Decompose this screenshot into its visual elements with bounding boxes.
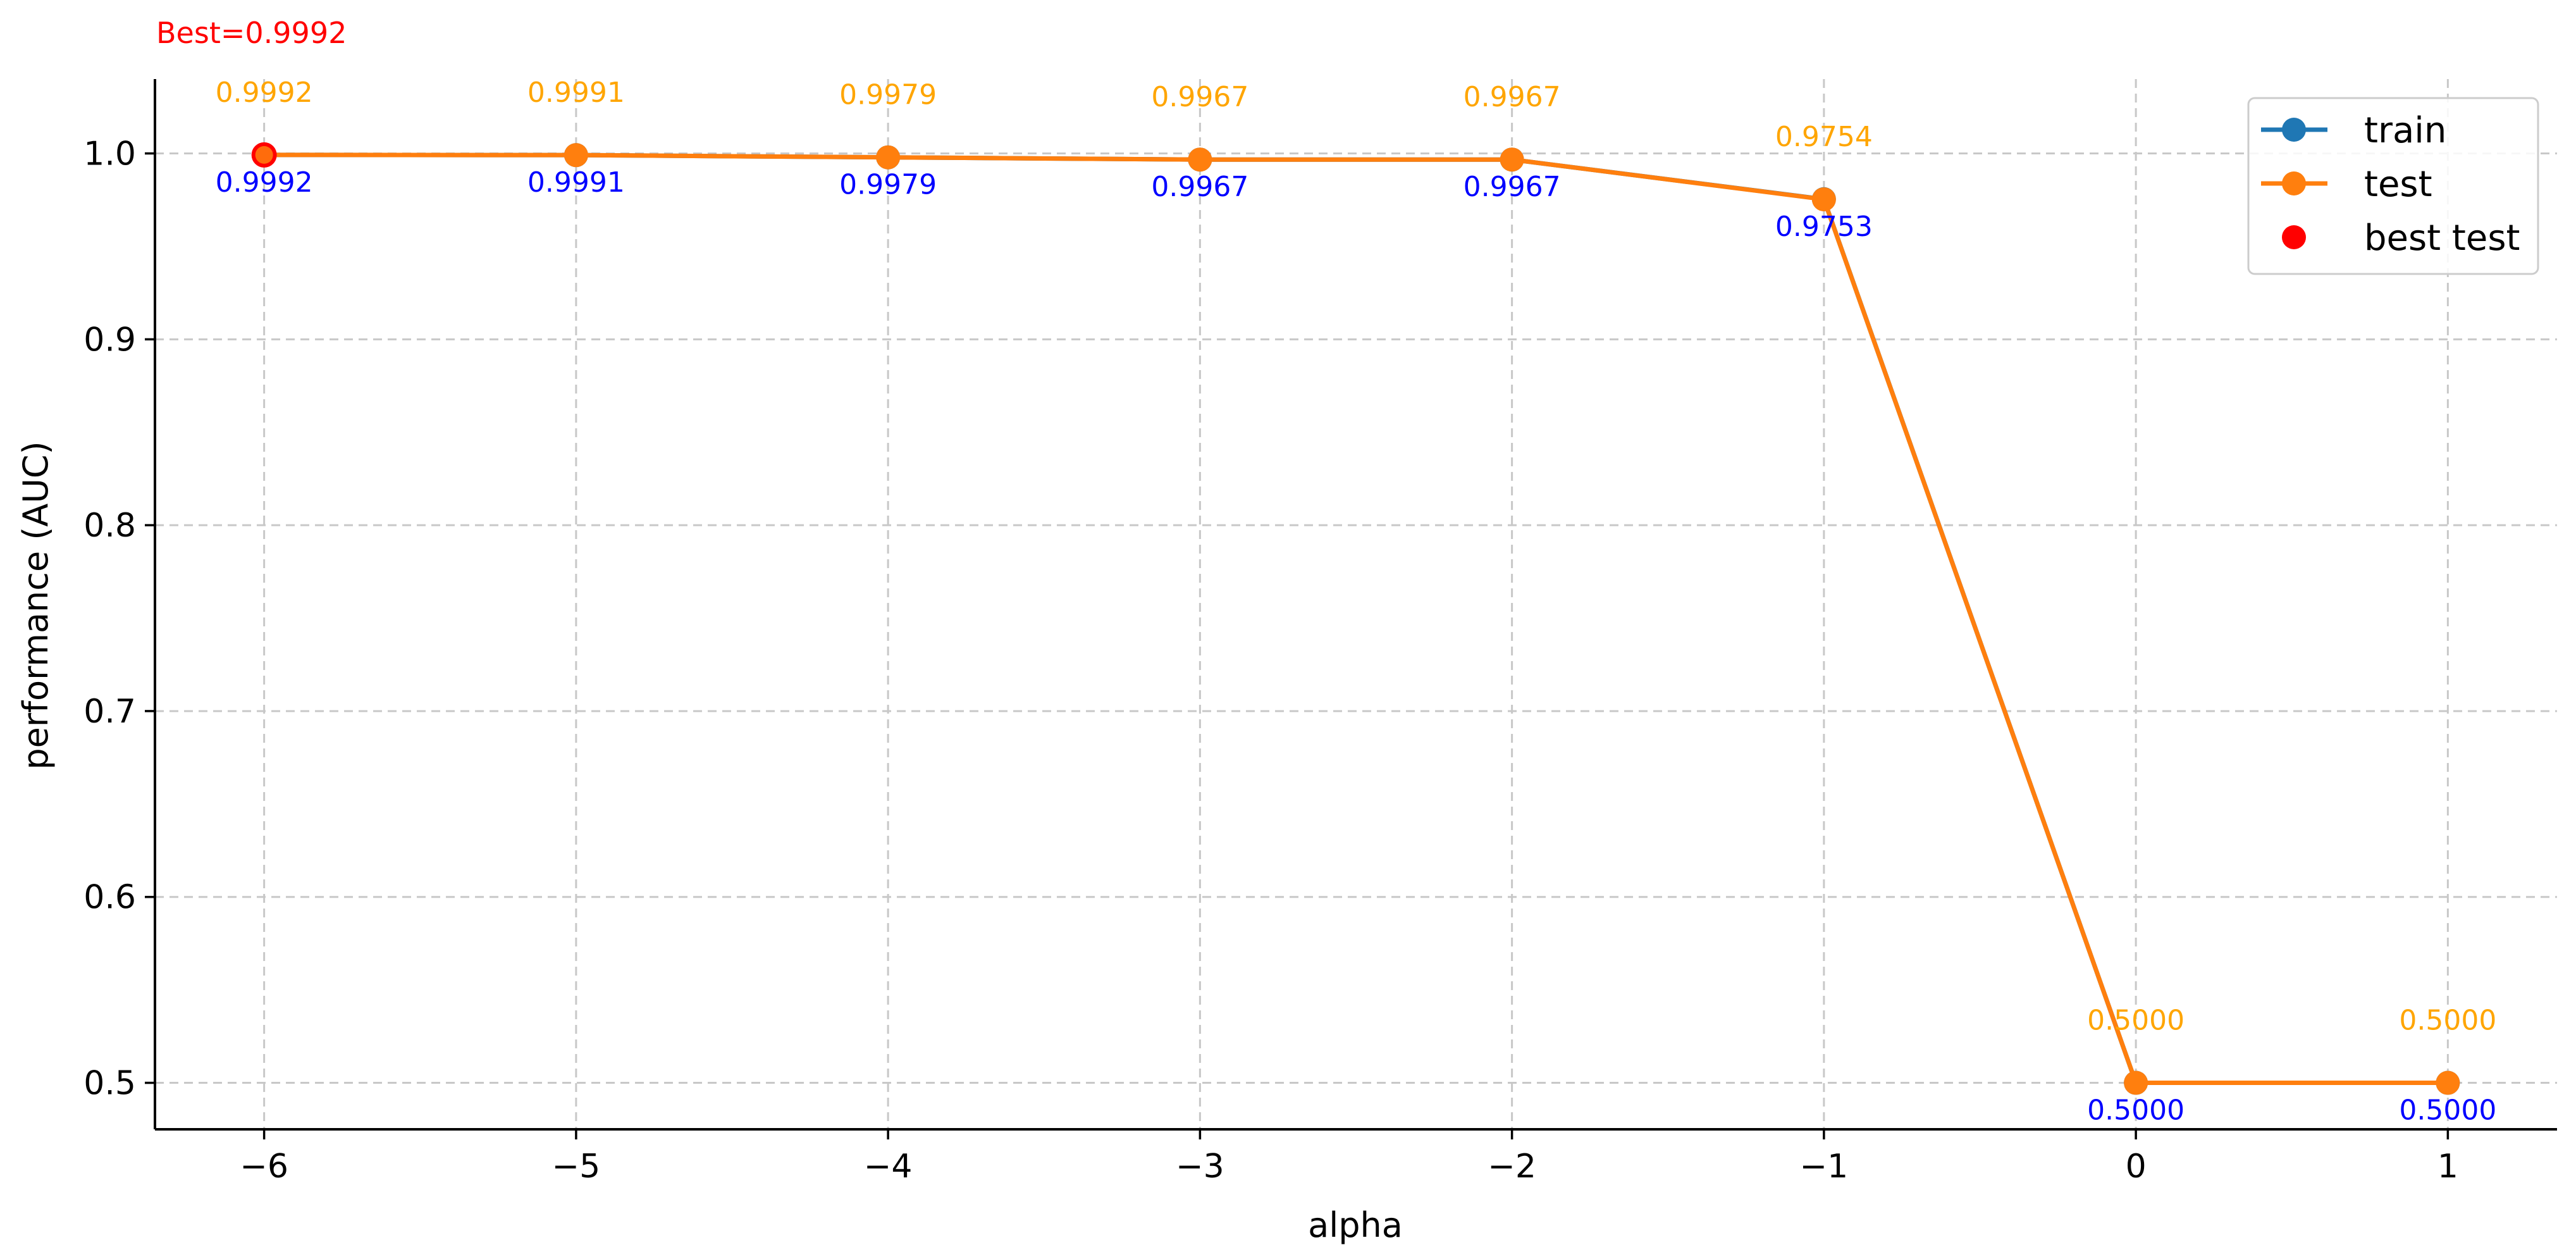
train-value-label: 0.9991 bbox=[527, 77, 625, 109]
x-tick-label: 0 bbox=[2126, 1148, 2147, 1186]
legend-label: best test bbox=[2364, 218, 2520, 259]
test-value-label: 0.9753 bbox=[1775, 211, 1873, 243]
y-tick-label: 0.7 bbox=[83, 693, 136, 731]
series-point-test bbox=[564, 143, 588, 168]
grid-layer bbox=[155, 79, 2557, 1129]
train-value-label: 0.9992 bbox=[216, 77, 313, 109]
x-axis-title: alpha bbox=[1308, 1205, 1403, 1245]
train-value-label: 0.9979 bbox=[839, 79, 937, 111]
test-value-label: 0.5000 bbox=[2087, 1095, 2185, 1127]
legend-swatch-marker bbox=[2282, 171, 2306, 195]
axes-layer: −6 −5 −4 −3 −2 −1 0 1 0.5 0.6 0.7 0.8 0.9 1.0 bbox=[83, 79, 2557, 1186]
legend-label: test bbox=[2364, 164, 2432, 205]
best-test-point-overlay bbox=[255, 146, 273, 164]
series-point-test bbox=[2124, 1070, 2148, 1095]
train-value-label: 0.5000 bbox=[2399, 1005, 2496, 1037]
series-point-test bbox=[1188, 147, 1212, 172]
series-point-test bbox=[1500, 147, 1524, 172]
x-tick-label: −5 bbox=[552, 1148, 601, 1186]
legend-label: train bbox=[2364, 110, 2446, 151]
x-tick-label: 1 bbox=[2437, 1148, 2458, 1186]
series-point-test bbox=[2436, 1070, 2460, 1095]
y-tick-label: 1.0 bbox=[83, 135, 136, 173]
x-tick-label: −4 bbox=[864, 1148, 913, 1186]
best-label: Best=0.9992 bbox=[156, 16, 347, 50]
train-value-label: 0.5000 bbox=[2087, 1005, 2185, 1037]
test-value-label: 0.9967 bbox=[1464, 171, 1561, 203]
series-point-test bbox=[876, 145, 901, 170]
train-value-label: 0.9754 bbox=[1775, 121, 1873, 153]
y-tick-label: 0.8 bbox=[83, 507, 136, 545]
series-point-test bbox=[1811, 187, 1836, 212]
x-tick-label: −6 bbox=[240, 1148, 288, 1186]
legend: train test best test bbox=[2247, 97, 2539, 275]
y-tick-label: 0.6 bbox=[83, 879, 136, 917]
labels-layer: 0.9992 0.9992 0.9991 0.9991 0.9979 0.9979 0.99… bbox=[216, 77, 2497, 1127]
y-tick-label: 0.5 bbox=[83, 1065, 136, 1103]
test-value-label: 0.9991 bbox=[527, 166, 625, 199]
legend-swatch-marker bbox=[2282, 225, 2306, 249]
series-layer bbox=[251, 142, 2460, 1095]
y-tick-label: 0.9 bbox=[83, 321, 136, 359]
y-axis-title: performance (AUC) bbox=[16, 441, 56, 769]
train-value-label: 0.9967 bbox=[1151, 81, 1248, 113]
test-value-label: 0.5000 bbox=[2399, 1095, 2496, 1127]
x-tick-label: −3 bbox=[1176, 1148, 1224, 1186]
train-value-label: 0.9967 bbox=[1464, 81, 1561, 113]
test-value-label: 0.9979 bbox=[839, 169, 937, 201]
test-value-label: 0.9992 bbox=[216, 166, 313, 199]
legend-box bbox=[2247, 97, 2539, 275]
series-line-test bbox=[264, 152, 2448, 1086]
x-tick-label: −2 bbox=[1488, 1148, 1536, 1186]
x-tick-label: −1 bbox=[1800, 1148, 1849, 1186]
legend-swatch-marker bbox=[2282, 118, 2306, 142]
test-value-label: 0.9967 bbox=[1151, 171, 1248, 203]
series-line-train bbox=[264, 152, 2448, 1086]
